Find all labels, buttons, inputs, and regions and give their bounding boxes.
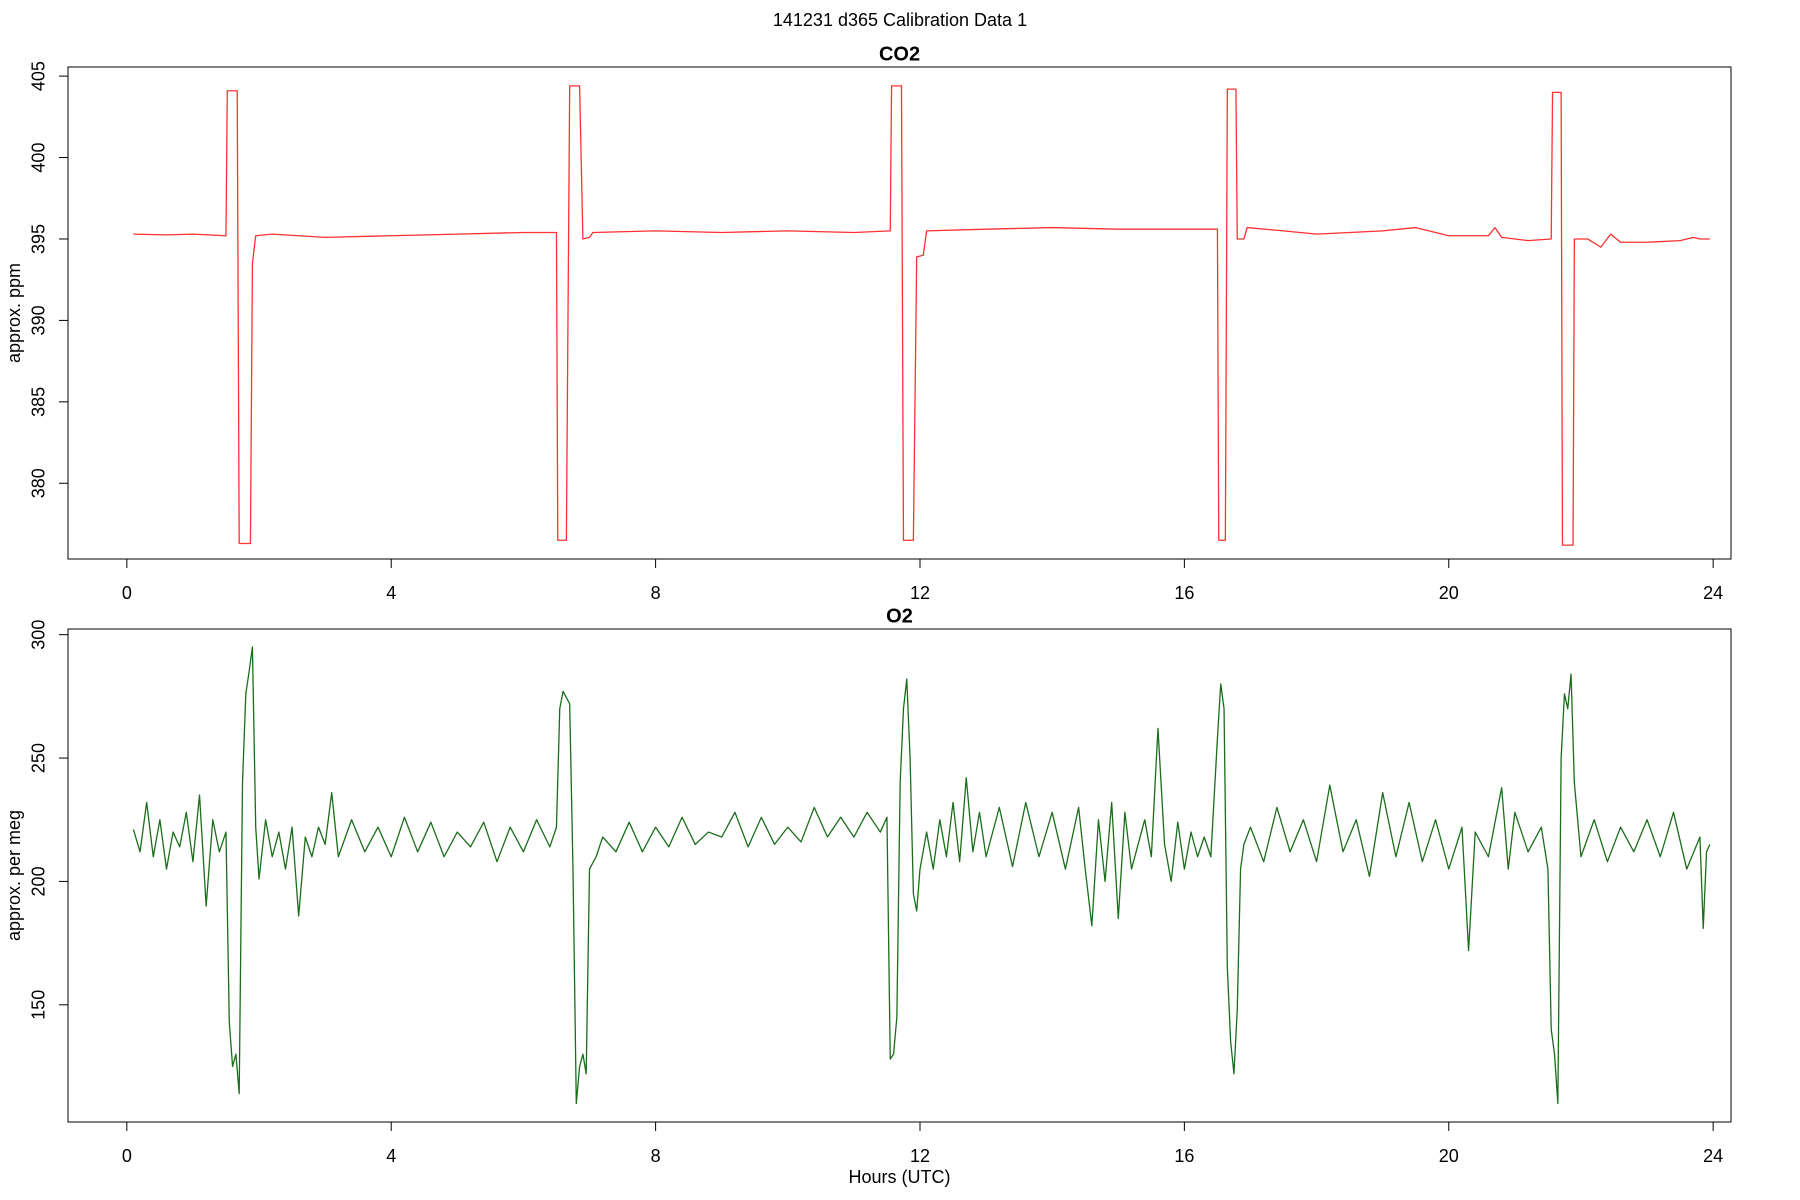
data-line <box>132 646 1711 1105</box>
x-tick-label: 24 <box>1703 1146 1723 1166</box>
data-line <box>133 85 1710 546</box>
plot-box <box>67 628 1732 1123</box>
x-tick-label: 20 <box>1439 583 1459 603</box>
x-tick-label: 16 <box>1174 583 1194 603</box>
y-axis-label: approx. ppm <box>4 263 24 363</box>
y-tick-label: 395 <box>29 224 49 254</box>
x-tick-label: 12 <box>910 1146 930 1166</box>
y-tick-label: 200 <box>29 866 49 896</box>
x-tick-label: 4 <box>386 583 396 603</box>
y-tick-label: 390 <box>29 305 49 335</box>
y-tick-label: 385 <box>29 387 49 417</box>
figure-title: 141231 d365 Calibration Data 1 <box>773 10 1027 30</box>
y-axis-label: approx. per meg <box>4 810 24 941</box>
x-tick-label: 24 <box>1703 583 1723 603</box>
x-tick-label: 0 <box>122 583 132 603</box>
chart-title: CO2 <box>879 43 920 65</box>
y-tick-label: 300 <box>29 620 49 650</box>
x-tick-label: 0 <box>122 1146 132 1166</box>
y-tick-label: 405 <box>29 61 49 91</box>
x-tick-label: 4 <box>386 1146 396 1166</box>
x-tick-label: 16 <box>1174 1146 1194 1166</box>
y-tick-label: 400 <box>29 143 49 173</box>
chart-title: O2 <box>886 605 913 627</box>
y-tick-label: 250 <box>29 743 49 773</box>
x-tick-label: 8 <box>651 583 661 603</box>
plot-box <box>67 66 1732 560</box>
x-tick-label: 20 <box>1439 1146 1459 1166</box>
y-tick-label: 380 <box>29 468 49 498</box>
x-tick-label: 8 <box>651 1146 661 1166</box>
y-tick-label: 150 <box>29 990 49 1020</box>
x-axis-label: Hours (UTC) <box>849 1167 951 1187</box>
x-tick-label: 12 <box>910 583 930 603</box>
